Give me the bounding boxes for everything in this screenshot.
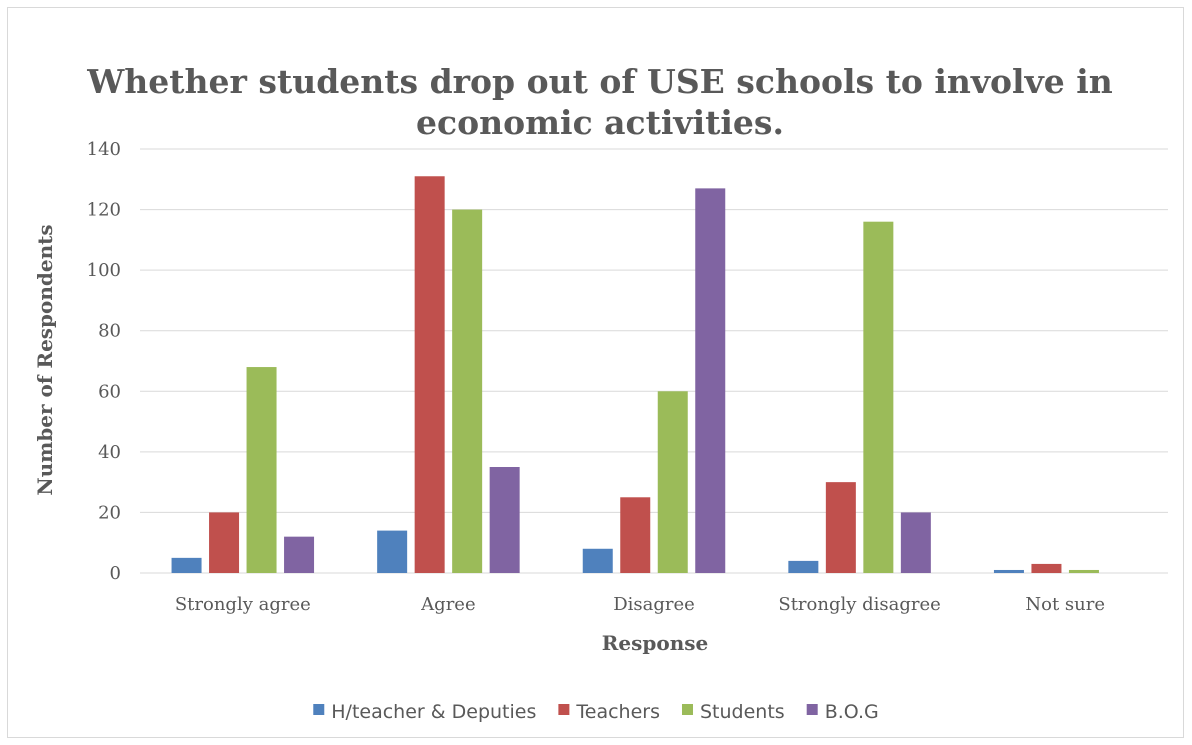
bar-teachers-4	[1031, 563, 1062, 573]
legend-label: Students	[700, 701, 785, 723]
bar-students-1	[452, 209, 483, 574]
bar-teachers-2	[620, 497, 651, 573]
y-tick-label: 80	[98, 321, 121, 342]
x-tick-label: Agree	[420, 594, 475, 615]
chart-frame	[7, 7, 1184, 738]
bar-h-teacher-deputies-0	[171, 557, 202, 573]
x-axis-title: Response	[602, 631, 708, 655]
bar-students-4	[1068, 569, 1099, 573]
bar-h-teacher-deputies-2	[582, 548, 613, 573]
bar-h-teacher-deputies-3	[788, 560, 819, 573]
y-tick-label: 60	[98, 381, 121, 402]
bars	[171, 176, 1099, 574]
x-axis-ticks: Strongly agree Agree Disagree Strongly disa…	[175, 594, 1105, 615]
x-tick-label: Strongly disagree	[778, 594, 940, 615]
legend-label: Teachers	[575, 701, 660, 723]
chart-title-line-2: economic activities.	[416, 103, 784, 142]
bar-teachers-1	[414, 176, 445, 573]
y-axis-title: Number of Respondents	[33, 224, 57, 495]
gridlines	[140, 148, 1168, 574]
y-tick-label: 140	[87, 139, 121, 160]
bar-b-o-g-1	[489, 467, 520, 573]
bar-teachers-3	[825, 482, 856, 573]
legend: H/teacher & Deputies Teachers Students B.O.…	[313, 701, 879, 723]
legend-swatch	[313, 704, 325, 715]
legend-label: H/teacher & Deputies	[331, 701, 536, 723]
y-tick-label: 0	[110, 563, 121, 584]
bar-b-o-g-0	[284, 536, 315, 573]
legend-swatch	[806, 704, 818, 715]
y-tick-label: 40	[98, 442, 121, 463]
bar-students-2	[657, 391, 688, 573]
chart-title-line-1: Whether students drop out of USE schools…	[86, 62, 1113, 101]
y-tick-label: 20	[98, 502, 121, 523]
y-tick-label: 100	[87, 260, 121, 281]
legend-label: B.O.G	[825, 701, 879, 723]
bar-h-teacher-deputies-4	[993, 569, 1024, 573]
legend-swatch	[681, 704, 693, 715]
x-tick-label: Not sure	[1025, 594, 1105, 615]
bar-b-o-g-3	[900, 512, 931, 573]
legend-swatch	[558, 704, 570, 715]
x-tick-label: Disagree	[613, 594, 695, 615]
bar-students-3	[863, 221, 894, 573]
y-tick-label: 120	[87, 200, 121, 221]
bar-students-0	[246, 367, 277, 573]
bar-h-teacher-deputies-1	[377, 530, 408, 573]
x-tick-label: Strongly agree	[175, 594, 311, 615]
y-axis-ticks: 0 20 40 60 80 100 120 140	[87, 139, 121, 584]
bar-teachers-0	[209, 512, 240, 573]
bar-b-o-g-2	[695, 188, 726, 573]
